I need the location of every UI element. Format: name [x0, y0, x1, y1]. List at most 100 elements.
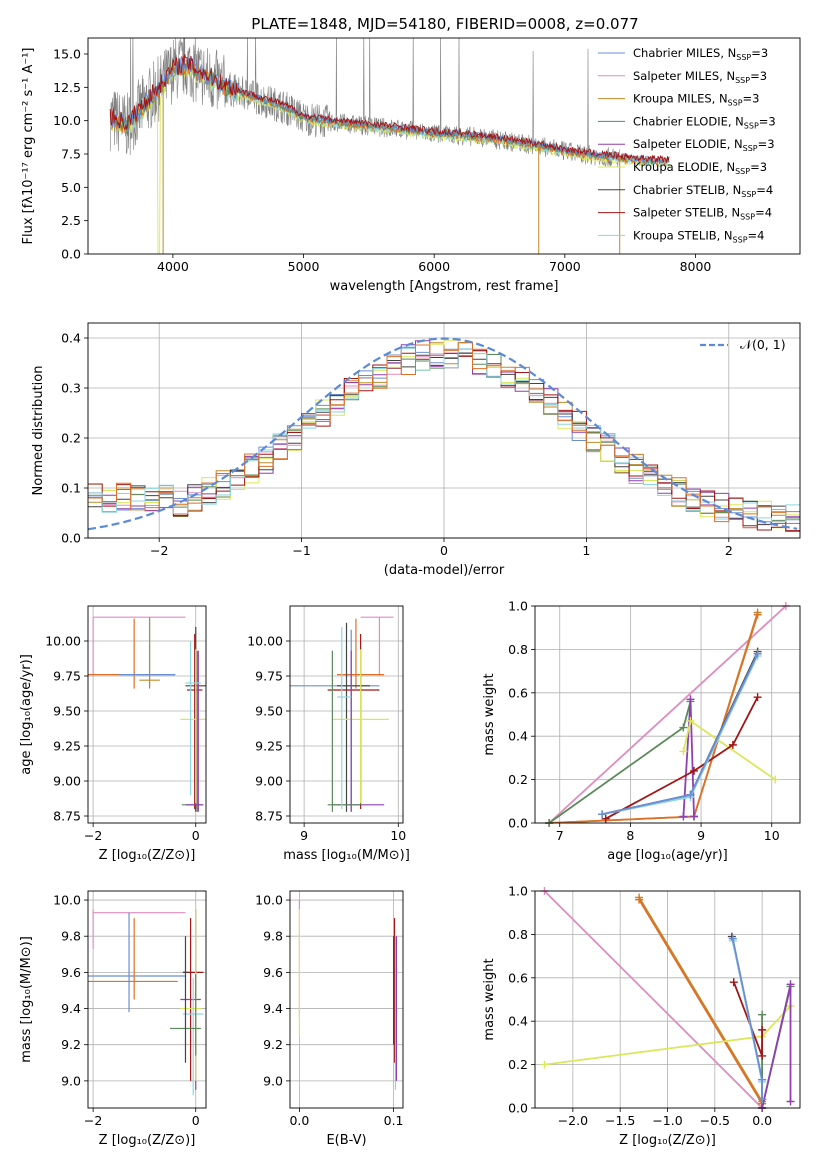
x-tick-label: 8 — [626, 828, 634, 843]
legend-entry-sub: SSP — [728, 99, 743, 108]
y-tick-label: 0.2 — [508, 772, 528, 787]
y-tick-label: 9.8 — [61, 929, 81, 944]
y-tick-label: 0.0 — [508, 816, 528, 831]
x-tick-label: 0.1 — [384, 1113, 404, 1128]
age_vs_Z-panel: −2 0 8.75 9.00 9.25 9.50 9.75 10.00 Z [log₁₀(Z/Z… — [19, 605, 207, 863]
y-tick-label: 9.75 — [255, 669, 283, 684]
weight-point-marker — [679, 747, 688, 756]
plot-frame — [289, 605, 404, 824]
weight-series-line — [601, 653, 759, 816]
x-tick-label: 0 — [440, 543, 448, 558]
legend-entry-name: Kroupa MILES, N — [633, 92, 728, 106]
y-tick-label: 9.25 — [255, 739, 283, 754]
spectrum-panel: 4000 5000 6000 7000 8000 0.0 2.5 5.0 7.5 10.0 12.5… — [21, 37, 801, 294]
y-tick-label: 9.25 — [53, 739, 81, 754]
y-tick-label: 9.4 — [263, 1001, 283, 1016]
plot-frame — [534, 890, 801, 1109]
y-tick-label: 0.4 — [61, 331, 81, 346]
legend-entry-tail: =3 — [751, 46, 768, 60]
x-axis-label: wavelength [Angstrom, rest frame] — [330, 279, 559, 294]
legend-entry-name: Chabrier MILES, N — [633, 46, 736, 60]
legend-entry-tail: =3 — [759, 114, 776, 128]
legend-entry-tail: =3 — [750, 160, 767, 174]
weight-point-marker — [679, 812, 688, 821]
model-spectrum-line — [109, 53, 670, 163]
legend-entry-name: Salpeter MILES, N — [633, 69, 735, 83]
y-tick-label: 10.0 — [255, 893, 283, 908]
legend-entry: Kroupa STELIB, NSSP=4 — [633, 228, 764, 244]
legend-entry: Chabrier MILES, NSSP=3 — [633, 46, 768, 62]
x-axis-label: (data-model)/error — [384, 563, 505, 578]
x-tick-label: 0.0 — [752, 1113, 772, 1128]
x-tick-label: 0 — [192, 828, 200, 843]
y-tick-label: 15.0 — [53, 47, 81, 62]
legend-entry-sub: SSP — [741, 190, 756, 199]
gauss-legend-label: 𝒩(0, 1) — [740, 337, 786, 352]
x-axis-label: age [log₁₀(age/yr)] — [607, 848, 728, 863]
x-tick-label: −2 — [84, 828, 102, 843]
y-tick-label: 0.6 — [508, 970, 528, 985]
weight-series-line — [601, 655, 759, 816]
y-tick-label: 0.3 — [61, 381, 81, 396]
y-tick-label: 0.0 — [61, 247, 81, 262]
x-tick-label: −1.5 — [605, 1113, 635, 1128]
weight-point-marker — [728, 740, 737, 749]
legend-entry-sub: SSP — [736, 53, 751, 62]
legend-entry-name: Kroupa ELODIE, N — [633, 160, 735, 174]
y-tick-label: 5.0 — [61, 180, 81, 195]
weight-point-marker — [601, 814, 610, 823]
weight_vs_Z-panel: −2.0 −1.5 −1.0 −0.5 0.0 0.0 0.2 0.4 0.6 0.8 1.0 Z [… — [482, 884, 801, 1148]
x-tick-label: −2.0 — [558, 1113, 588, 1128]
y-tick-label: 1.0 — [508, 884, 528, 899]
weight-point-marker — [728, 934, 737, 943]
residual-histogram — [88, 342, 800, 523]
x-tick-label: 5000 — [288, 259, 320, 274]
x-tick-label: −1.0 — [652, 1113, 682, 1128]
figure-title: PLATE=1848, MJD=54180, FIBERID=0008, z=0… — [251, 15, 638, 33]
weight-point-marker — [690, 812, 698, 821]
y-axis-label: age [log₁₀(age/yr)] — [19, 654, 34, 775]
gaussian-curve — [87, 337, 798, 531]
legend-entry-tail: =3 — [743, 92, 760, 106]
weight-series-line — [761, 984, 792, 1108]
x-tick-label: 0 — [192, 1113, 200, 1128]
weight-point-marker — [686, 695, 695, 704]
x-tick-label: 1 — [582, 543, 590, 558]
plot-frame — [87, 890, 207, 1109]
weight-point-marker — [771, 775, 780, 784]
x-tick-label: −0.5 — [700, 1113, 730, 1128]
legend-entry-sub: SSP — [733, 235, 748, 244]
plot-frame — [534, 605, 801, 824]
y-tick-label: 0.0 — [508, 1101, 528, 1116]
y-tick-label: 0.4 — [508, 1014, 528, 1029]
y-tick-label: 9.00 — [255, 774, 283, 789]
plot-frame — [87, 605, 207, 824]
weight-series-line — [601, 651, 759, 816]
weight-point-marker — [598, 810, 607, 819]
x-tick-label: 10 — [390, 828, 406, 843]
legend-entry-tail: =4 — [756, 183, 773, 197]
weight-point-marker — [786, 1097, 795, 1106]
legend-entry-tail: =4 — [755, 206, 772, 220]
weight-series-line — [605, 696, 759, 820]
legend-entry-sub: SSP — [743, 144, 758, 153]
y-tick-label: 0.2 — [61, 431, 81, 446]
y-tick-label: 0.0 — [61, 531, 81, 546]
y-axis-label: Flux [fλ10⁻¹⁷ erg cm⁻² s⁻¹ A⁻¹] — [21, 48, 36, 245]
x-axis-label: Z [log₁₀(Z/Z⊙)] — [99, 1133, 196, 1148]
y-tick-label: 10.0 — [53, 113, 81, 128]
mass_vs_ebv-panel: 0.0 0.1 9.0 9.2 9.4 9.6 9.8 10.0 E(B-V) — [255, 890, 404, 1148]
legend-entry: Chabrier STELIB, NSSP=4 — [633, 183, 773, 199]
y-axis-label: mass weight — [482, 673, 497, 755]
weight-point-marker — [753, 693, 762, 702]
weight-point-marker — [758, 1051, 767, 1060]
x-tick-label: 10 — [764, 828, 780, 843]
legend-entry-name: Chabrier STELIB, N — [633, 183, 741, 197]
legend-entry: Kroupa ELODIE, NSSP=3 — [633, 160, 767, 176]
x-axis-label: Z [log₁₀(Z/Z⊙)] — [99, 848, 196, 863]
y-tick-label: 0.1 — [61, 481, 81, 496]
y-tick-label: 0.8 — [508, 927, 528, 942]
y-tick-label: 9.6 — [61, 965, 81, 980]
